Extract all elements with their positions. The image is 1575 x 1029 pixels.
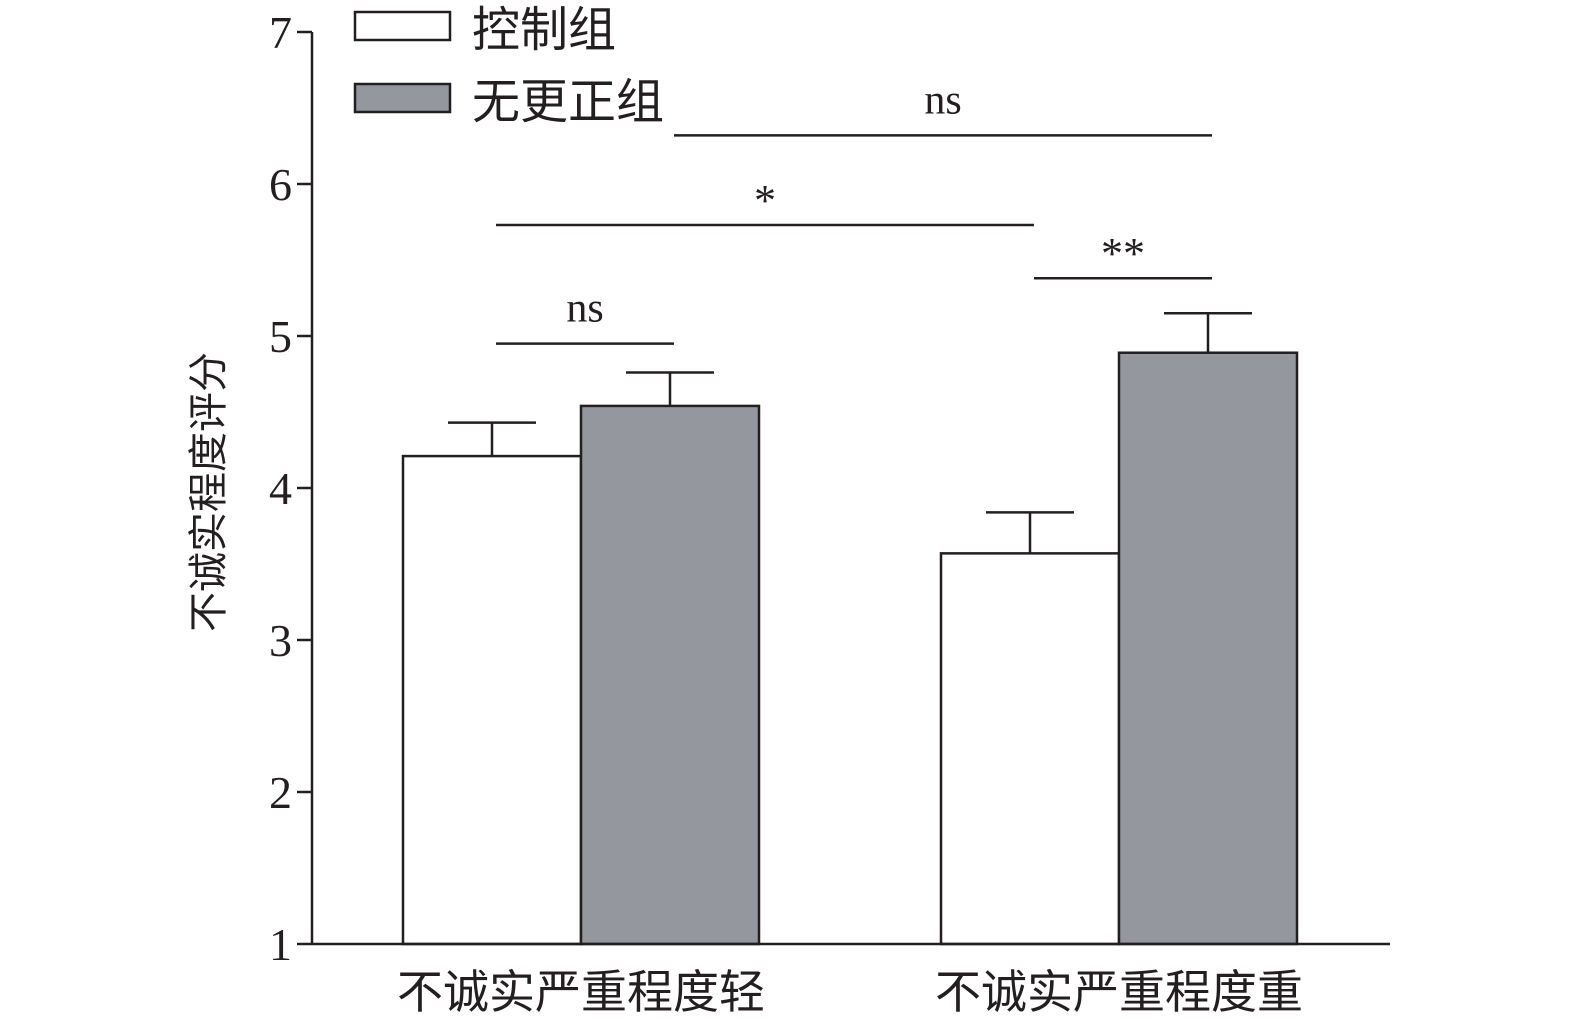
axes: 1 2 3 4 5 6 7 不诚实严重程度轻 不诚实严重程度重 [269, 7, 1390, 1018]
significance-label-2: ns [924, 77, 961, 123]
legend-label-1: 无更正组 [472, 76, 664, 129]
y-tick-label-3: 3 [269, 615, 292, 666]
y-tick-label-6: 6 [269, 159, 292, 210]
bar-nocorrection-0 [579, 404, 761, 946]
significance-label-1: * [754, 176, 776, 225]
y-tick-label-4: 4 [269, 463, 292, 514]
significance-layer: ns * ns ** [496, 77, 1212, 345]
bar-control-0 [401, 454, 583, 946]
y-tick-label-5: 5 [269, 311, 292, 362]
legend-label-0: 控制组 [472, 4, 616, 57]
legend-swatch-1 [353, 82, 452, 114]
significance-label-3: ** [1101, 229, 1145, 278]
x-category-label-0: 不诚实严重程度轻 [397, 967, 765, 1018]
bars-layer [401, 351, 1299, 946]
y-tick-label-7: 7 [269, 7, 292, 58]
y-axis-label: 不诚实程度评分 [186, 352, 231, 632]
x-category-label-1: 不诚实严重程度重 [935, 967, 1303, 1018]
y-tick-label-2: 2 [269, 767, 292, 818]
bar-control-1 [939, 552, 1121, 946]
bar-nocorrection-1 [1117, 351, 1299, 946]
legend-swatch-0 [353, 10, 452, 42]
significance-label-0: ns [566, 286, 603, 332]
y-tick-label-1: 1 [269, 919, 292, 970]
error-bars-layer [448, 311, 1252, 554]
